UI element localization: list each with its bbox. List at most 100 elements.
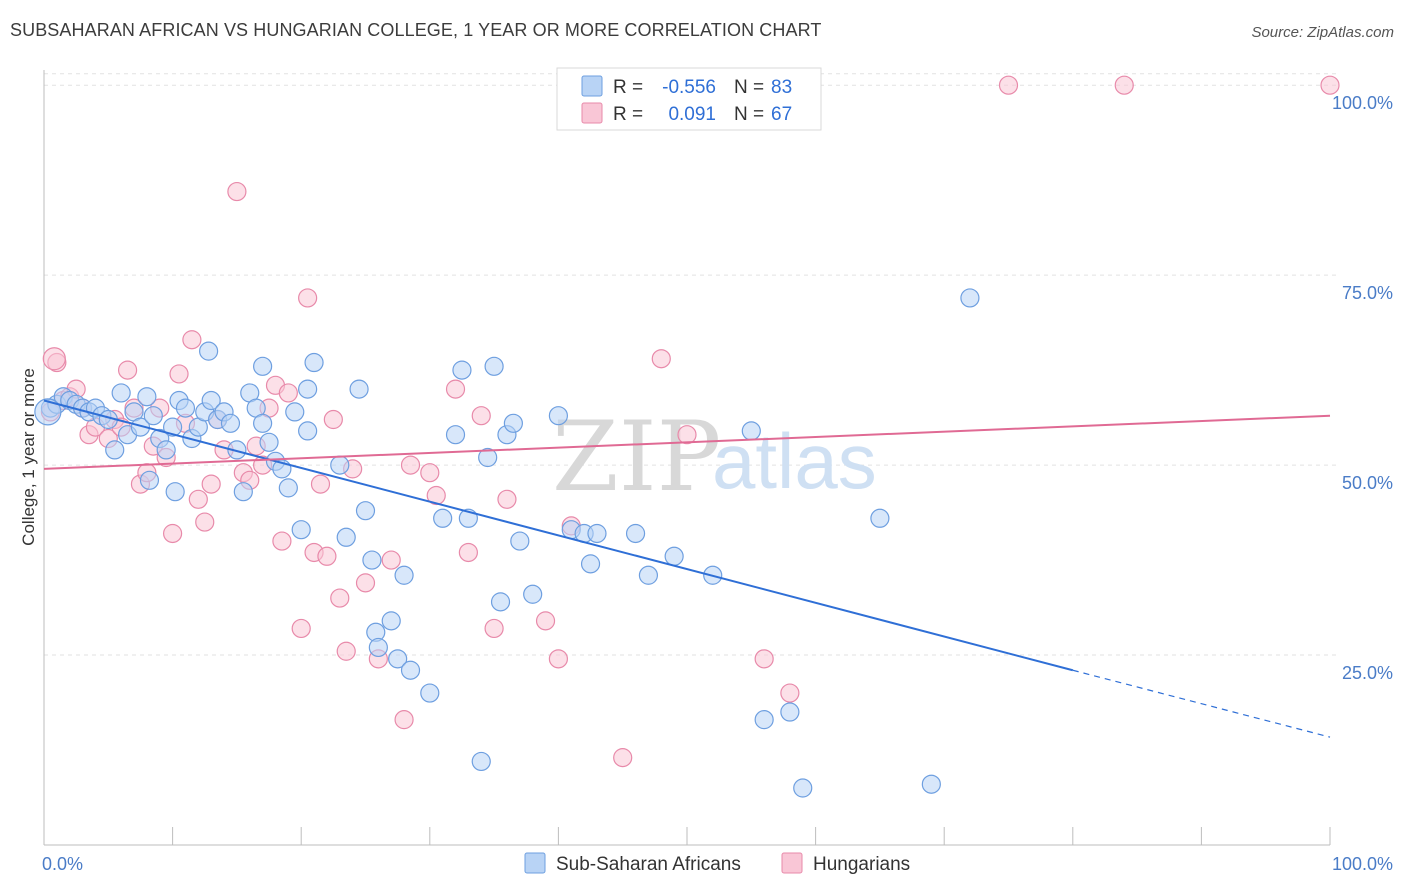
bottom-legend-swatch-pink [781,852,803,874]
chart-source: Source: ZipAtlas.com [1251,24,1394,41]
hungarian-point [484,618,504,639]
subsaharan-point [330,455,350,475]
hungarian-point [188,489,208,509]
hungarian-point [420,463,440,483]
subsaharan-point [199,341,219,361]
subsaharan-point [368,637,388,658]
subsaharan-point [780,702,800,722]
hungarian-point [998,75,1019,95]
subsaharan-point [484,356,504,376]
subsaharan-point [111,383,131,403]
hungarian-point [278,383,298,403]
subsaharan-point [503,413,523,433]
watermark-atlas: atlas [712,417,877,505]
subsaharan-point [921,774,941,794]
x-tick-labels: 0.0% 100.0% [42,854,1393,874]
hungarian-point [1320,75,1340,95]
subsaharan-point [523,584,543,604]
hungarian-point [336,641,356,661]
legend-r-label-blue: R = [613,77,643,98]
legend-swatch-pink [581,102,603,124]
hungarian-point [535,611,556,631]
hungarian-point [163,523,183,544]
subsaharan-point [580,554,601,574]
subsaharan-point [870,508,890,528]
subsaharan-point [253,413,273,433]
subsaharan-point [754,710,774,730]
trend-line-subsaharan-extension [1072,669,1331,738]
hungarian-point [201,474,221,494]
subsaharan-point [298,379,318,399]
subsaharan-point [664,546,684,566]
hungarian-point [445,379,466,399]
trend-line-subsaharan [43,399,1074,672]
subsaharan-point [336,527,356,547]
subsaharan-point [259,432,279,452]
hungarian-point [117,360,138,380]
legend-r-value-blue: -0.556 [662,77,716,98]
hungarian-point [426,485,446,506]
subsaharan-point [285,402,305,422]
subsaharan-point [445,425,466,445]
subsaharan-point [625,523,646,544]
legend-swatch-blue [581,75,603,97]
hungarian-point [548,649,569,669]
bottom-legend-label-blue: Sub-Saharan Africans [556,854,741,875]
hungarian-point [613,748,633,768]
y-tick-label: 25.0% [1342,663,1393,683]
subsaharan-point [471,751,491,772]
subsaharan-points [34,288,980,798]
hungarian-point [780,683,800,703]
y-tick-label: 100.0% [1332,93,1393,113]
subsaharan-point [388,649,408,669]
subsaharan-point [960,288,980,308]
legend-n-label-pink: N = [734,104,764,125]
hungarian-point [355,573,376,593]
bottom-legend-label-pink: Hungarians [813,854,910,875]
hungarian-point [272,531,292,551]
watermark: ZIP atlas [552,401,877,513]
subsaharan-point [510,531,530,551]
subsaharan-point [130,417,151,437]
subsaharan-point [163,417,183,437]
chart-title: SUBSAHARAN AFRICAN VS HUNGARIAN COLLEGE,… [10,20,822,40]
subsaharan-point [291,520,311,540]
subsaharan-point [638,565,659,585]
hungarian-point [1114,75,1134,95]
subsaharan-point [165,482,185,502]
hungarian-point [330,588,350,608]
subsaharan-point [298,421,318,441]
subsaharan-point [201,390,221,411]
subsaharan-point [400,660,421,680]
hungarian-point [471,406,491,426]
trend-line-hungarians [43,414,1331,470]
legend-r-label-pink: R = [613,104,643,125]
hungarian-point [754,649,774,669]
subsaharan-point [478,447,498,468]
subsaharan-point [452,360,472,380]
legend-n-value-blue: 83 [771,77,792,98]
subsaharan-point [741,421,761,441]
x-tick-label-max: 100.0% [1332,854,1393,874]
subsaharan-point [349,379,369,399]
hungarian-point [400,455,421,475]
bottom-legend-swatch-blue [524,852,546,874]
hungarian-point [182,330,202,350]
subsaharan-point [227,440,247,460]
subsaharan-point [381,611,401,631]
y-tick-label: 75.0% [1342,283,1393,303]
subsaharan-point [139,470,160,490]
trend-lines [43,399,1331,738]
subsaharan-point [220,413,241,433]
hungarian-point [317,546,337,566]
subsaharan-point [420,683,440,703]
hungarian-point [169,364,189,384]
hungarian-point [291,618,311,639]
hungarian-point [458,542,478,563]
hungarian-point [310,474,331,494]
bottom-legend: Sub-Saharan Africans Hungarians [524,852,910,875]
subsaharan-point [355,501,376,521]
hungarian-point [298,288,318,308]
hungarian-point [651,349,671,369]
